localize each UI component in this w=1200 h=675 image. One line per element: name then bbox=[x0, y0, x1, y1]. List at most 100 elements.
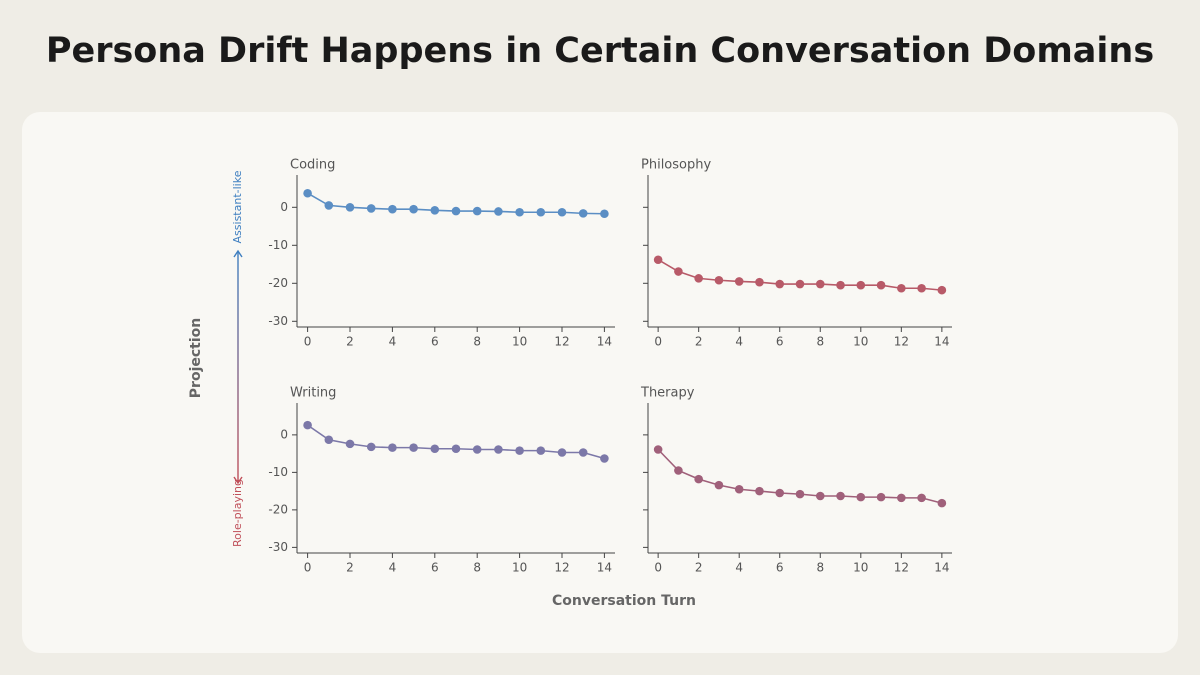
point bbox=[694, 474, 703, 484]
x-tick-label: 12 bbox=[894, 335, 909, 349]
x-tick-label: 6 bbox=[431, 335, 439, 349]
point bbox=[578, 209, 588, 218]
y-tick-label: 0 bbox=[280, 427, 288, 441]
x-axis-label: Conversation Turn bbox=[552, 593, 696, 609]
x-tick-label: 10 bbox=[512, 335, 527, 349]
point bbox=[494, 445, 503, 454]
point bbox=[714, 275, 724, 285]
point bbox=[755, 486, 764, 496]
point bbox=[856, 280, 866, 290]
arrow-head-up bbox=[233, 249, 243, 258]
x-tick-label: 10 bbox=[853, 561, 868, 575]
point bbox=[876, 492, 886, 502]
point bbox=[472, 206, 482, 216]
arrow-shaft bbox=[237, 252, 239, 482]
x-tick-label: 8 bbox=[816, 561, 824, 575]
x-tick-label: 4 bbox=[389, 561, 397, 575]
point bbox=[674, 466, 683, 475]
x-tick-label: 12 bbox=[554, 335, 569, 349]
point bbox=[388, 443, 397, 452]
point bbox=[795, 279, 805, 289]
point bbox=[734, 277, 744, 286]
point bbox=[366, 442, 376, 452]
point bbox=[897, 283, 906, 293]
x-tick-label: 2 bbox=[346, 335, 354, 349]
point bbox=[775, 279, 785, 289]
point bbox=[600, 454, 609, 463]
point bbox=[303, 188, 312, 198]
point bbox=[937, 285, 947, 295]
x-tick-label: 10 bbox=[853, 335, 868, 349]
point bbox=[536, 207, 546, 217]
x-tick-label: 14 bbox=[597, 561, 612, 575]
y-tick-label: 0 bbox=[280, 200, 288, 214]
y-axis-label: Projection bbox=[188, 318, 204, 398]
point bbox=[795, 489, 805, 499]
x-tick-label: 12 bbox=[894, 561, 909, 575]
point bbox=[303, 420, 312, 430]
point bbox=[937, 498, 947, 508]
point bbox=[494, 207, 503, 216]
x-tick-label: 0 bbox=[654, 561, 662, 575]
x-tick-label: 2 bbox=[695, 335, 703, 349]
point bbox=[324, 201, 334, 210]
point bbox=[815, 491, 825, 501]
point bbox=[674, 267, 683, 276]
point bbox=[815, 279, 825, 289]
point bbox=[578, 448, 588, 457]
point bbox=[917, 493, 926, 503]
x-tick-label: 14 bbox=[934, 561, 949, 575]
subplot-title: Writing bbox=[290, 386, 336, 401]
x-tick-label: 6 bbox=[776, 335, 784, 349]
x-tick-label: 6 bbox=[431, 561, 439, 575]
x-tick-label: 4 bbox=[735, 561, 743, 575]
point bbox=[515, 446, 524, 455]
subplot-title: Therapy bbox=[640, 386, 695, 401]
x-tick-label: 10 bbox=[512, 561, 527, 575]
point bbox=[324, 435, 334, 445]
point bbox=[472, 445, 482, 454]
x-tick-label: 2 bbox=[695, 561, 703, 575]
x-tick-label: 8 bbox=[473, 335, 481, 349]
point bbox=[345, 439, 355, 449]
point bbox=[600, 209, 609, 219]
point bbox=[451, 444, 461, 454]
point bbox=[897, 493, 906, 503]
point bbox=[451, 206, 461, 216]
x-tick-label: 12 bbox=[554, 561, 569, 575]
point bbox=[430, 444, 440, 454]
subplot-title: Philosophy bbox=[641, 158, 711, 173]
point bbox=[836, 491, 845, 501]
x-tick-label: 0 bbox=[304, 561, 312, 575]
point bbox=[515, 207, 524, 217]
point bbox=[536, 446, 546, 455]
x-tick-label: 4 bbox=[735, 335, 743, 349]
point bbox=[755, 277, 764, 287]
point bbox=[917, 283, 926, 293]
point bbox=[714, 480, 724, 490]
x-tick-label: 0 bbox=[304, 335, 312, 349]
x-tick-label: 0 bbox=[654, 335, 662, 349]
point bbox=[366, 204, 376, 213]
point bbox=[345, 203, 355, 212]
x-tick-label: 8 bbox=[473, 561, 481, 575]
point bbox=[836, 280, 845, 290]
arrow-head-down bbox=[233, 476, 243, 485]
y-tick-label: -20 bbox=[268, 276, 288, 290]
point bbox=[694, 274, 703, 283]
y-top-label: Assistant-like bbox=[231, 170, 244, 243]
x-tick-label: 14 bbox=[934, 335, 949, 349]
y-tick-label: -10 bbox=[268, 465, 288, 479]
point bbox=[557, 207, 567, 217]
y-tick-label: -20 bbox=[268, 502, 288, 516]
point bbox=[388, 204, 397, 214]
panel bbox=[22, 112, 1178, 653]
chart-title: Persona Drift Happens in Certain Convers… bbox=[46, 31, 1154, 71]
point bbox=[409, 443, 418, 452]
point bbox=[734, 484, 744, 494]
point bbox=[430, 206, 440, 215]
y-tick-label: -30 bbox=[268, 540, 288, 554]
point bbox=[557, 448, 567, 457]
